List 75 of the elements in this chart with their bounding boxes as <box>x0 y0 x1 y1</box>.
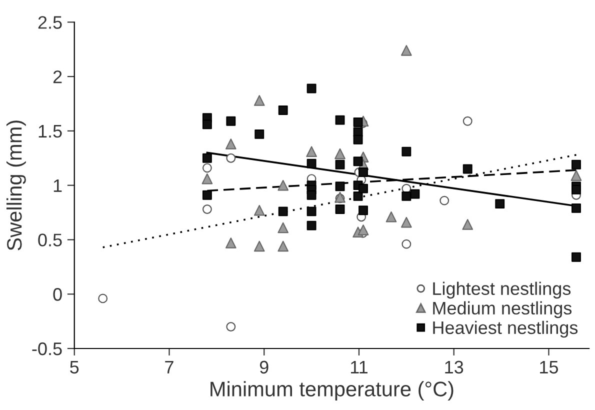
point <box>202 163 212 173</box>
point <box>402 146 412 156</box>
point <box>278 180 289 191</box>
point <box>306 220 316 230</box>
x-tick-label: 9 <box>260 360 268 374</box>
y-tick-label: 0.5 <box>38 234 62 246</box>
point <box>572 184 581 194</box>
point <box>225 138 236 150</box>
point <box>202 153 212 163</box>
y-tick-label: 1 <box>54 179 62 192</box>
point <box>226 322 236 332</box>
point <box>254 204 265 216</box>
point <box>225 238 236 248</box>
point <box>278 240 289 252</box>
point <box>358 184 368 194</box>
point <box>202 173 213 184</box>
point <box>353 191 363 201</box>
point <box>226 116 236 126</box>
x-tick-label: 11 <box>350 360 368 374</box>
point <box>353 156 363 166</box>
point <box>335 182 345 192</box>
point <box>335 204 345 214</box>
point <box>462 164 472 174</box>
y-tick-label: 2 <box>53 70 62 84</box>
point <box>335 115 345 125</box>
point <box>410 189 420 199</box>
legend-label: Medium nestlings <box>433 301 572 318</box>
point <box>202 190 212 200</box>
x-tick-label: 15 <box>540 360 558 374</box>
y-tick-label: 2.5 <box>38 16 62 29</box>
point <box>440 196 450 206</box>
y-axis-title: Swelling (mm) <box>6 120 26 250</box>
point <box>278 106 288 115</box>
point <box>278 222 289 234</box>
point <box>202 204 212 214</box>
point <box>402 191 412 201</box>
point <box>254 95 265 106</box>
point <box>401 216 412 228</box>
point <box>358 224 369 236</box>
point <box>226 153 236 163</box>
x-tick-label: 5 <box>70 360 79 374</box>
x-axis-title: Minimum temperature (°C) <box>210 381 454 401</box>
point <box>306 84 316 94</box>
x-tick-label: 7 <box>165 360 174 374</box>
point <box>572 160 581 170</box>
point <box>254 129 264 139</box>
point <box>570 170 582 181</box>
point <box>306 206 316 216</box>
point <box>335 160 345 170</box>
point <box>462 219 474 230</box>
point <box>254 240 265 252</box>
point <box>353 134 363 144</box>
point <box>358 168 368 177</box>
y-tick-label: -0.5 <box>32 342 62 356</box>
point <box>278 206 288 216</box>
y-tick-label: 0 <box>53 288 62 301</box>
point <box>306 146 317 158</box>
x-tick-label: 13 <box>445 360 464 374</box>
point <box>353 118 363 127</box>
legend-label: Heaviest nestlings <box>433 320 578 338</box>
point <box>402 239 412 249</box>
y-tick-label: 1.5 <box>38 125 62 138</box>
point <box>572 252 581 262</box>
point <box>306 158 316 168</box>
point <box>401 45 412 56</box>
point <box>495 199 505 209</box>
point <box>358 206 368 216</box>
point <box>306 190 316 200</box>
point <box>202 120 212 130</box>
legend-label: Lightest nestlings <box>433 282 571 299</box>
point <box>386 211 397 222</box>
point <box>462 116 472 126</box>
point <box>572 203 581 213</box>
point <box>334 148 346 160</box>
point <box>98 294 108 304</box>
